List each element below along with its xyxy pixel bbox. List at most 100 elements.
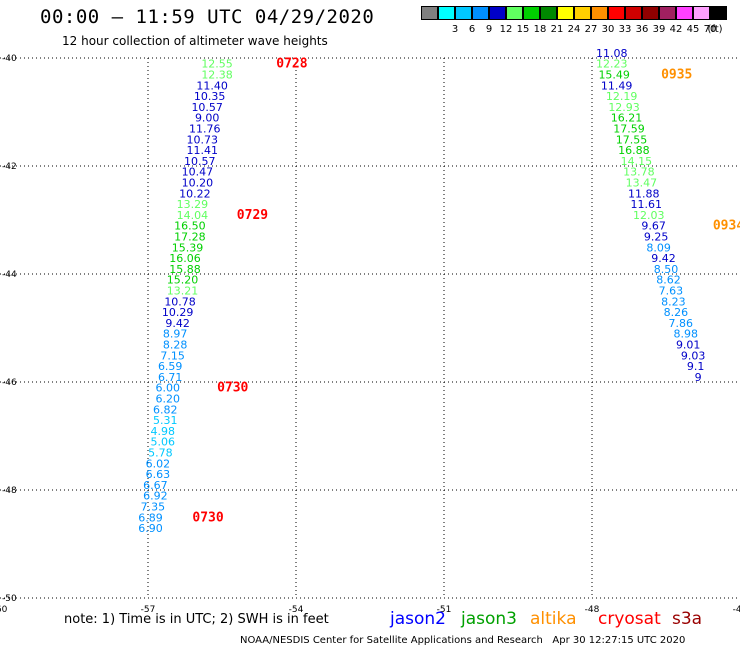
wave-height-label: 9.01: [676, 339, 701, 352]
y-tick-label: -42: [2, 162, 17, 172]
wave-height-label: 9.67: [641, 220, 666, 233]
wave-height-label: 9.42: [651, 252, 676, 265]
pass-time-label: 0728: [276, 57, 307, 72]
scale-label: 6: [468, 24, 476, 35]
wave-height-label: 7.86: [669, 317, 694, 330]
scale-label: 30: [601, 24, 615, 35]
scale-unit-label: (ft): [707, 24, 723, 35]
y-tick-label: -46: [2, 378, 17, 388]
wave-height-label: 13.29: [177, 198, 209, 211]
chart-title: 00:00 – 11:59 UTC 04/29/2020: [40, 6, 375, 28]
scale-label: 36: [635, 24, 649, 35]
wave-height-label: 5.06: [151, 436, 176, 449]
wave-height-label: 16.50: [174, 220, 206, 233]
wave-height-label: 6.02: [146, 457, 171, 470]
wave-height-label: 6.90: [138, 522, 163, 535]
wave-height-label: 17.55: [616, 133, 648, 146]
chart-subtitle: 12 hour collection of altimeter wave hei…: [62, 34, 328, 48]
wave-height-label: 10.22: [179, 187, 211, 200]
wave-height-label: 13.47: [626, 177, 658, 190]
wave-height-label: 6.71: [158, 371, 183, 384]
y-tick-label: -44: [2, 270, 17, 280]
wave-height-label: 15.39: [172, 241, 204, 254]
wave-height-label: 9.42: [165, 317, 190, 330]
wave-height-label: 10.47: [182, 166, 214, 179]
wave-height-label: 17.59: [613, 123, 645, 136]
footer-note: note: 1) Time is in UTC; 2) SWH is in fe…: [64, 612, 329, 627]
x-tick-label: -51: [437, 605, 452, 615]
wave-height-label: 11.41: [187, 144, 219, 157]
scale-swatch: [642, 6, 659, 20]
scale-swatch: [608, 6, 625, 20]
wave-height-label: 14.15: [621, 155, 653, 168]
pass-time-label: 0935: [661, 68, 692, 83]
scale-swatch: [438, 6, 455, 20]
wave-height-label: 12.93: [608, 101, 640, 114]
x-tick-label: -60: [0, 605, 8, 615]
wave-height-label: 8.97: [163, 328, 188, 341]
wave-height-label: 11.61: [631, 198, 663, 211]
legend-item-jason3: jason3: [461, 609, 517, 629]
scale-label: 12: [499, 24, 513, 35]
wave-height-label: 10.20: [182, 177, 214, 190]
scale-swatch: [506, 6, 523, 20]
wave-height-label: 11.49: [601, 79, 633, 92]
wave-height-label: 16.88: [618, 144, 650, 157]
scale-label: 42: [669, 24, 683, 35]
x-tick-label: -57: [141, 605, 156, 615]
x-tick-label: -54: [289, 605, 304, 615]
wave-height-label: 15.20: [167, 274, 199, 287]
wave-height-label: 6.67: [143, 479, 168, 492]
wave-height-label: 12.23: [596, 58, 628, 71]
scale-swatch: [710, 6, 727, 20]
legend-item-jason2: jason2: [390, 609, 446, 629]
scale-label: 39: [652, 24, 666, 35]
wave-height-label: 5.78: [148, 447, 173, 460]
wave-height-label: 6.59: [158, 360, 183, 373]
wave-height-label: 13.21: [167, 285, 199, 298]
wave-height-label: 11.76: [189, 123, 221, 136]
scale-label: 24: [567, 24, 581, 35]
scale-label: 9: [485, 24, 493, 35]
wave-height-label: 8.09: [646, 241, 671, 254]
scale-swatch: [574, 6, 591, 20]
wave-height-label: 7.15: [160, 349, 185, 362]
scale-swatch: [625, 6, 642, 20]
y-tick-label: -48: [2, 486, 17, 496]
wave-height-label: 9.03: [681, 349, 706, 362]
wave-height-label: 15.88: [169, 263, 201, 276]
wave-height-label: 6.00: [155, 382, 180, 395]
wave-height-label: 12.19: [606, 90, 638, 103]
scale-label: 3: [451, 24, 459, 35]
x-tick-label: -45: [733, 605, 740, 615]
wave-height-label: 13.78: [623, 166, 655, 179]
scale-swatch: [676, 6, 693, 20]
footer-credit: NOAA/NESDIS Center for Satellite Applica…: [240, 635, 686, 646]
wave-height-label: 12.03: [633, 209, 665, 222]
pass-time-label: 0730: [217, 381, 248, 396]
wave-height-label: 6.82: [153, 403, 178, 416]
wave-height-label: 8.26: [664, 306, 689, 319]
pass-time-label: 0934: [713, 219, 740, 234]
scale-swatch: [472, 6, 489, 20]
wave-height-label: 8.62: [656, 274, 681, 287]
legend-item-s3a: s3a: [672, 609, 703, 629]
wave-height-label: 16.21: [611, 112, 643, 125]
y-tick-label: -40: [2, 54, 17, 64]
scale-swatch: [659, 6, 676, 20]
pass-time-label: 0730: [192, 510, 223, 525]
scale-swatch: [489, 6, 506, 20]
wave-height-label: 6.20: [155, 393, 180, 406]
wave-height-label: 16.06: [169, 252, 201, 265]
scale-label: 21: [550, 24, 564, 35]
wave-height-label: 10.35: [194, 90, 226, 103]
legend-item-altika: altika: [530, 609, 577, 629]
wave-height-label: 14.04: [177, 209, 209, 222]
wave-height-label: 9: [695, 371, 702, 384]
wave-height-label: 7.63: [659, 285, 684, 298]
wave-height-label: 11.88: [628, 187, 660, 200]
wave-height-label: 8.98: [673, 328, 698, 341]
scale-swatch: [693, 6, 710, 20]
wave-height-label: 10.78: [164, 295, 196, 308]
